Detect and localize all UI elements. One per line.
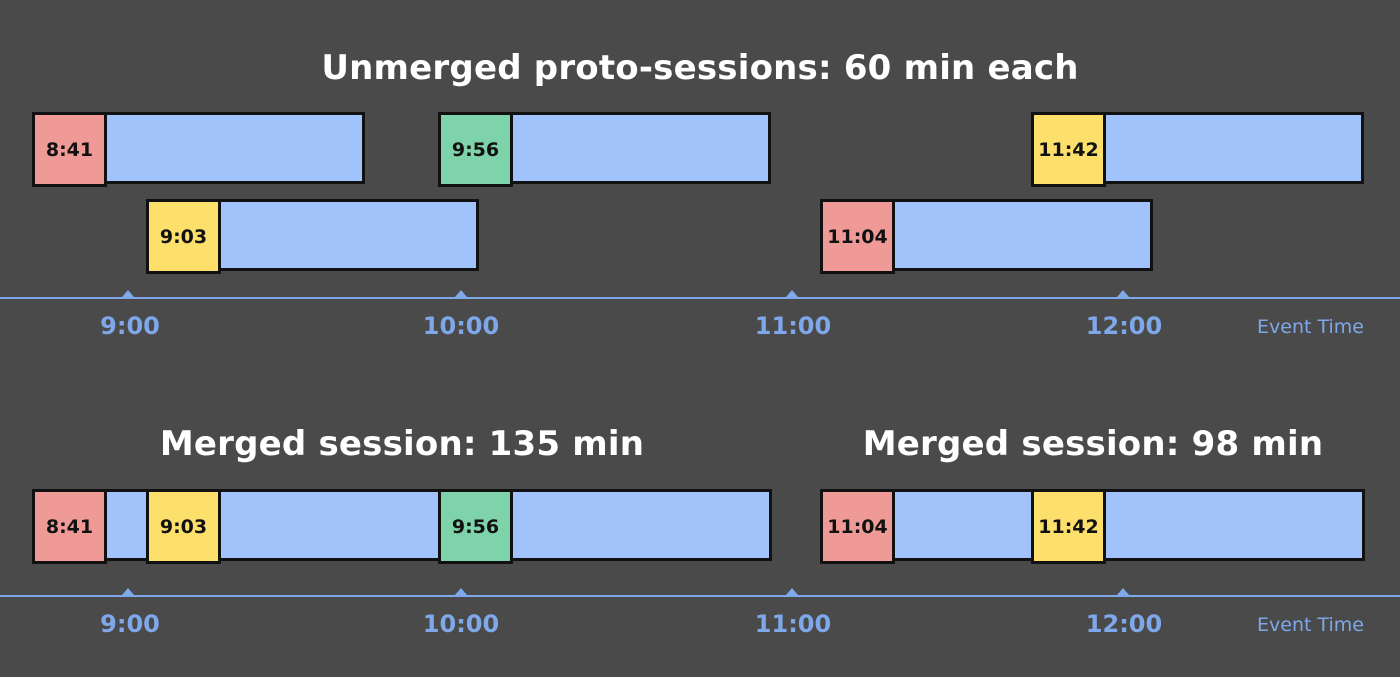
axis-tick-label: 11:00 [754,312,832,340]
event-box: 11:42 [1031,112,1106,187]
event-box: 11:04 [820,199,895,274]
event-box: 9:56 [438,489,513,564]
event-box: 11:04 [820,489,895,564]
axis-tick [122,290,134,297]
time-axis-line [0,297,1400,299]
axis-tick [455,290,467,297]
axis-tick-label: 10:00 [422,312,500,340]
axis-tick [786,588,798,595]
axis-title: Event Time [1257,614,1364,636]
merged-session-bar [32,489,772,561]
axis-tick [455,588,467,595]
event-box: 8:41 [32,489,107,564]
axis-tick-label: 9:00 [100,312,160,340]
event-box: 9:03 [146,199,221,274]
event-box: 9:56 [438,112,513,187]
merged-session-title: Merged session: 98 min [862,424,1324,464]
merged-session-title: Merged session: 135 min [159,424,645,464]
axis-tick-label: 11:00 [754,610,832,638]
axis-tick [1117,588,1129,595]
unmerged-title: Unmerged proto-sessions: 60 min each [321,48,1079,88]
axis-tick [786,290,798,297]
axis-tick [122,588,134,595]
axis-tick-label: 12:00 [1085,312,1163,340]
axis-tick [1117,290,1129,297]
event-box: 9:03 [146,489,221,564]
axis-tick-label: 9:00 [100,610,160,638]
event-box: 8:41 [32,112,107,187]
event-box: 11:42 [1031,489,1106,564]
time-axis-line [0,595,1400,597]
axis-tick-label: 12:00 [1085,610,1163,638]
axis-title: Event Time [1257,316,1364,338]
axis-tick-label: 10:00 [422,610,500,638]
